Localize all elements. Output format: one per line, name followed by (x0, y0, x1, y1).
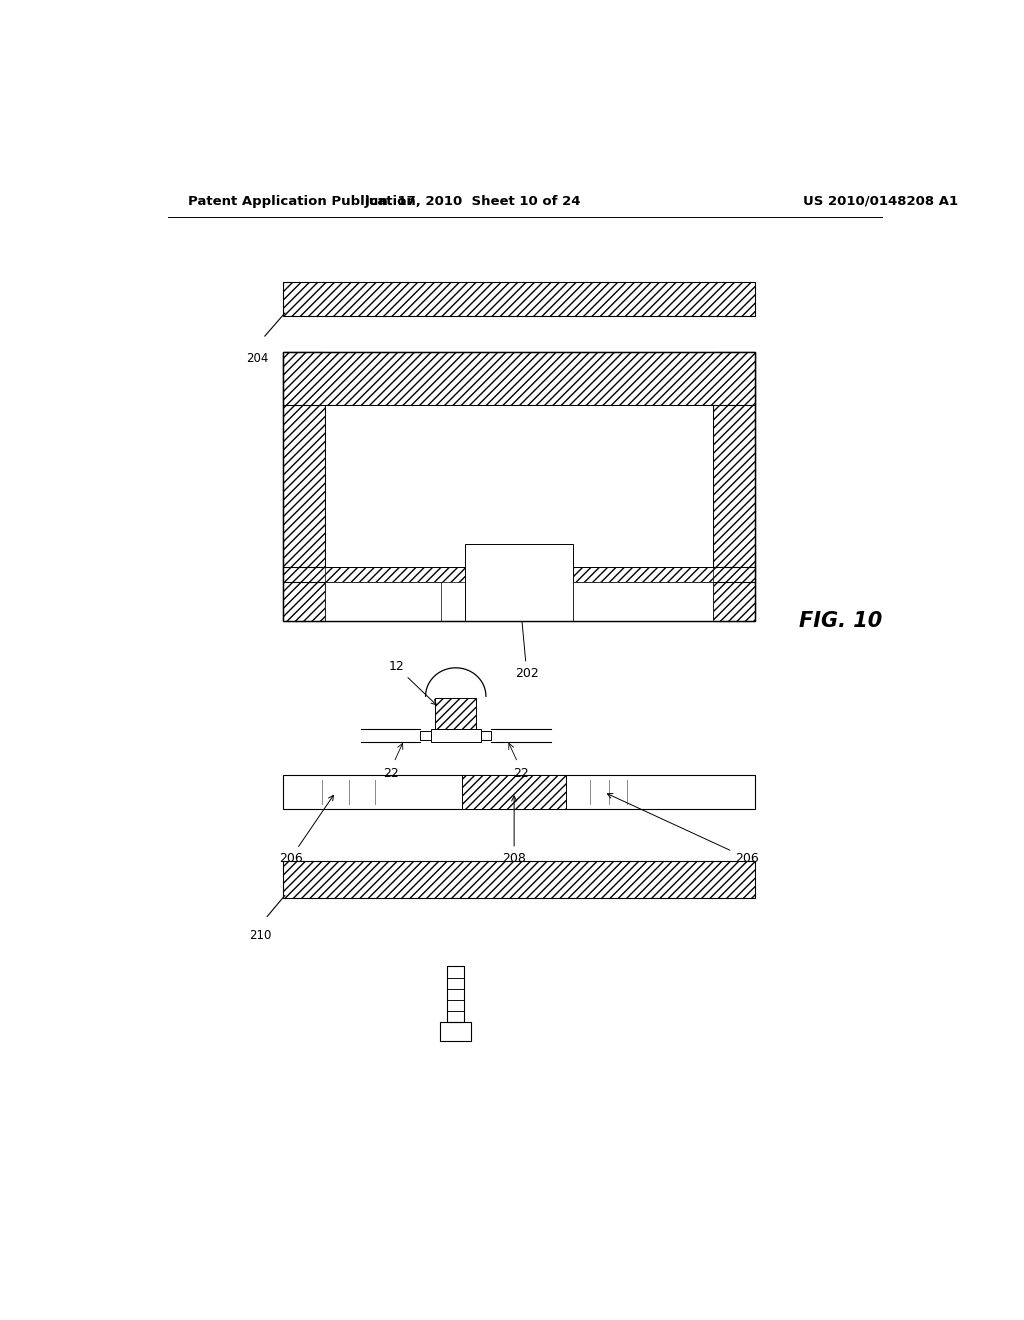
Bar (447, 989, 465, 1001)
Bar (283, 282, 755, 315)
Text: FIG. 10: FIG. 10 (799, 611, 882, 631)
Text: Jun. 17, 2010  Sheet 10 of 24: Jun. 17, 2010 Sheet 10 of 24 (365, 194, 582, 207)
Text: Patent Application Publication: Patent Application Publication (187, 194, 416, 207)
Text: 208: 208 (502, 796, 526, 865)
Bar (573, 582, 713, 620)
Bar (447, 966, 465, 978)
Bar (447, 978, 465, 989)
Bar (465, 544, 573, 620)
Text: 204: 204 (246, 351, 268, 364)
Text: 202: 202 (515, 591, 539, 680)
Text: 206: 206 (279, 796, 334, 865)
Bar (573, 544, 713, 582)
Text: US 2010/0148208 A1: US 2010/0148208 A1 (803, 194, 957, 207)
Text: 206: 206 (607, 793, 759, 865)
Bar (713, 351, 755, 620)
Bar (604, 568, 755, 582)
Bar (325, 405, 713, 568)
Bar (283, 568, 433, 582)
Bar (283, 351, 755, 620)
Bar (447, 1011, 465, 1022)
Bar (325, 544, 465, 582)
Bar (447, 966, 465, 1022)
Bar (283, 775, 755, 809)
Bar (447, 1001, 465, 1011)
Bar (481, 731, 492, 741)
Text: 210: 210 (249, 929, 271, 942)
Bar (325, 582, 441, 620)
Bar (283, 351, 755, 620)
Bar (283, 351, 325, 620)
Bar (283, 351, 755, 405)
Bar (462, 775, 566, 809)
Bar (430, 729, 481, 742)
Bar (283, 861, 755, 899)
Text: 12: 12 (388, 660, 436, 705)
Bar (440, 1023, 471, 1040)
Text: 22: 22 (383, 767, 398, 780)
Bar (420, 731, 430, 741)
Text: 22: 22 (513, 767, 528, 780)
Bar (435, 698, 476, 729)
